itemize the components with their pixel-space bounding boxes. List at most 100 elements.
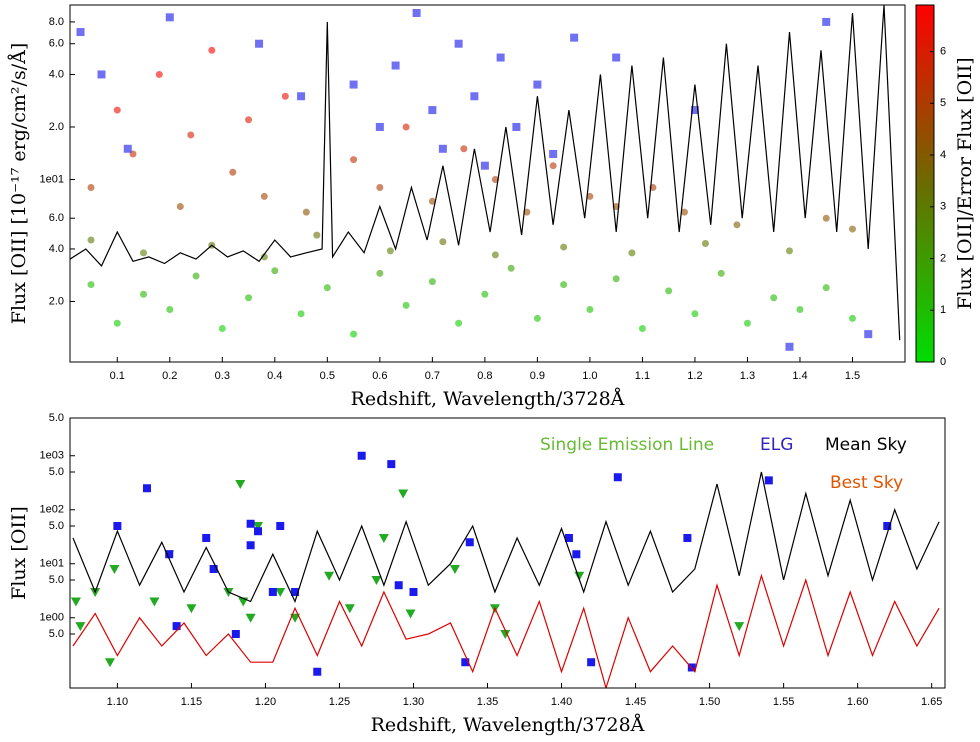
point — [613, 473, 622, 482]
plot-frame — [69, 4, 906, 363]
plot-area — [70, 418, 945, 688]
legend-entry: Mean Sky — [825, 435, 907, 455]
point — [587, 658, 596, 667]
point — [402, 301, 410, 309]
sky-line — [70, 5, 901, 341]
point — [229, 168, 237, 176]
point — [350, 156, 358, 164]
point — [245, 613, 256, 623]
point — [235, 479, 246, 489]
point — [500, 630, 511, 639]
point — [97, 70, 106, 79]
point — [297, 310, 305, 318]
y-tick-label: 2.0 — [49, 121, 64, 133]
point — [764, 476, 773, 485]
point — [70, 597, 81, 607]
colorbar-tick-label: 2 — [940, 252, 946, 264]
point — [405, 609, 416, 619]
point — [564, 533, 573, 542]
point — [113, 106, 121, 114]
point — [612, 53, 621, 62]
y-tick-label: 5.0 — [49, 574, 64, 586]
y-tick-label: 5.0 — [49, 628, 64, 640]
point — [376, 269, 384, 277]
plot-frame — [69, 417, 946, 689]
point — [770, 294, 778, 302]
x-tick-label: 1.60 — [847, 696, 868, 708]
point — [690, 106, 699, 115]
colorbar-tick-label: 6 — [940, 45, 946, 57]
point — [357, 451, 366, 460]
y-tick-label: 5.0 — [49, 412, 64, 424]
y-axis-label: Flux [OII] — [8, 506, 30, 600]
point — [297, 92, 306, 101]
point — [848, 314, 856, 322]
point — [246, 519, 255, 528]
y-tick-label: 2.0 — [49, 295, 64, 307]
x-tick-label: 0.9 — [530, 370, 545, 382]
point — [324, 571, 335, 581]
y-tick-label: 5.0 — [49, 466, 64, 478]
point — [638, 325, 646, 333]
point — [455, 319, 463, 327]
point — [268, 587, 277, 596]
point — [155, 70, 163, 78]
point — [496, 53, 505, 62]
y-tick-label: 4.0 — [49, 68, 64, 80]
point — [149, 597, 160, 607]
point — [533, 314, 541, 322]
point — [480, 161, 489, 170]
y-axis-label: Flux [OII] [10⁻¹⁷ erg/cm²/s/Å] — [8, 43, 30, 324]
point — [75, 622, 86, 632]
point — [481, 290, 489, 298]
colorbar-tick-label: 0 — [940, 356, 946, 368]
point — [391, 61, 400, 70]
point — [113, 522, 122, 530]
point — [507, 264, 515, 272]
point — [680, 208, 688, 216]
point — [245, 294, 253, 302]
colorbar-label: Flux [OII]/Error Flux [OII] — [954, 57, 976, 309]
y-tick-label: 4.0 — [49, 243, 64, 255]
point — [570, 33, 579, 42]
x-tick-label: 0.5 — [320, 370, 335, 382]
point — [822, 214, 830, 222]
point — [743, 319, 751, 327]
point — [409, 587, 418, 596]
point — [439, 238, 447, 246]
point — [560, 243, 568, 251]
point — [628, 249, 636, 257]
point — [523, 208, 531, 216]
y-tick-label: 1e01 — [40, 173, 64, 185]
point — [349, 80, 358, 89]
x-tick-label: 1.5 — [845, 370, 860, 382]
y-tick-label: 8.0 — [49, 16, 64, 28]
x-tick-label: 0.6 — [372, 370, 387, 382]
point — [412, 8, 421, 17]
point — [512, 122, 521, 131]
x-tick-label: 1.25 — [329, 696, 350, 708]
point — [460, 145, 468, 153]
point — [701, 239, 709, 247]
point — [461, 658, 470, 667]
x-tick-label: 1.50 — [699, 696, 720, 708]
x-tick-label: 1.4 — [792, 370, 807, 382]
point — [717, 269, 725, 277]
colorbar — [915, 4, 935, 363]
point — [848, 225, 856, 233]
point — [428, 278, 436, 286]
point — [246, 541, 255, 550]
point — [549, 150, 558, 159]
point — [734, 622, 745, 632]
point — [491, 176, 499, 184]
point — [350, 330, 358, 338]
point — [275, 587, 286, 597]
x-tick-label: 1.10 — [107, 696, 128, 708]
point — [549, 162, 557, 170]
y-tick-label: 5.0 — [49, 520, 64, 532]
point — [87, 281, 95, 289]
point — [166, 305, 174, 313]
point — [428, 106, 437, 115]
point — [344, 604, 355, 614]
